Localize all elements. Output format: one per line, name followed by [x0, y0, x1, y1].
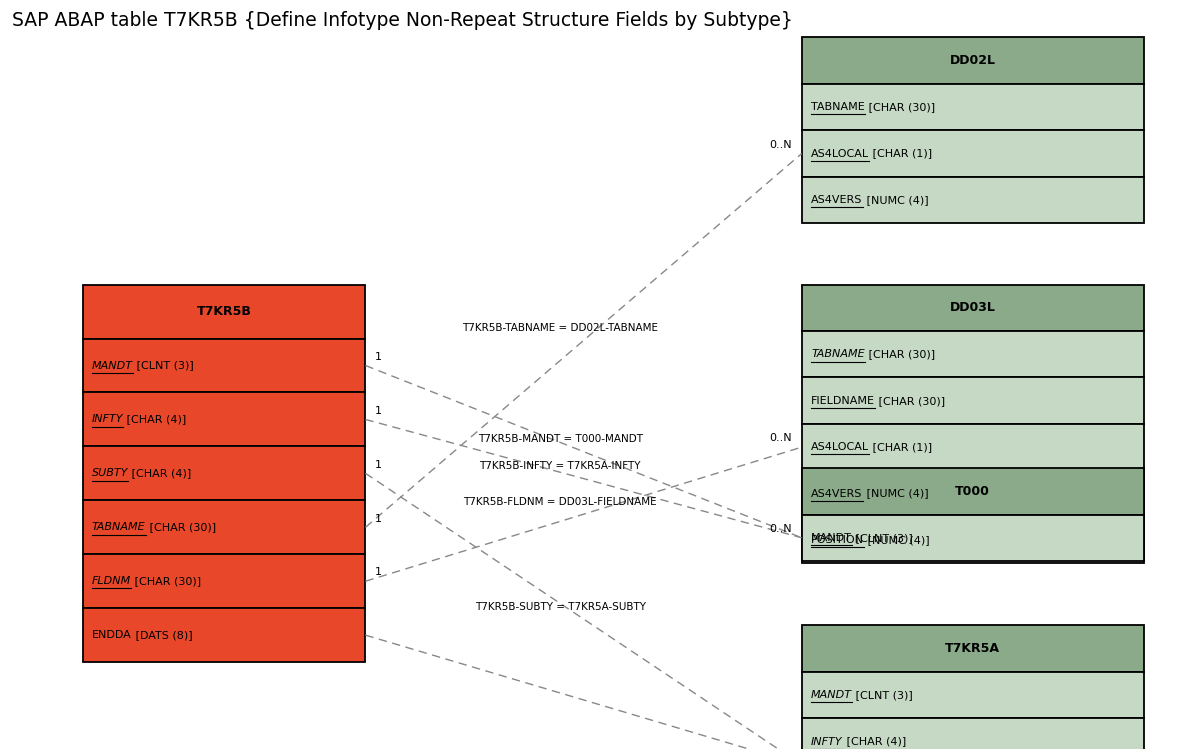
FancyBboxPatch shape: [802, 470, 1144, 517]
Text: [CLNT (3)]: [CLNT (3)]: [852, 533, 913, 543]
Text: ENDDA: ENDDA: [92, 630, 132, 640]
Text: [CHAR (30)]: [CHAR (30)]: [131, 576, 202, 586]
Text: AS4VERS: AS4VERS: [811, 195, 863, 205]
Text: TABNAME: TABNAME: [811, 102, 865, 112]
Text: T7KR5B: T7KR5B: [197, 305, 251, 318]
FancyBboxPatch shape: [83, 392, 365, 446]
Text: [NUMC (4)]: [NUMC (4)]: [864, 535, 930, 545]
Text: [CHAR (1)]: [CHAR (1)]: [869, 442, 933, 452]
FancyBboxPatch shape: [802, 718, 1144, 749]
Text: 1: 1: [375, 568, 382, 577]
Text: [CHAR (4)]: [CHAR (4)]: [129, 468, 191, 479]
Text: 1: 1: [375, 352, 382, 362]
FancyBboxPatch shape: [83, 285, 365, 339]
Text: FLDNM: FLDNM: [92, 576, 131, 586]
Text: MANDT: MANDT: [92, 360, 133, 371]
FancyBboxPatch shape: [802, 424, 1144, 470]
FancyBboxPatch shape: [802, 130, 1144, 177]
Text: AS4VERS: AS4VERS: [811, 488, 863, 499]
Text: T7KR5B-INFTY = T7KR5A-INFTY: T7KR5B-INFTY = T7KR5A-INFTY: [480, 461, 641, 471]
FancyBboxPatch shape: [83, 446, 365, 500]
Text: AS4LOCAL: AS4LOCAL: [811, 148, 869, 159]
Text: 1: 1: [375, 514, 382, 524]
Text: POSITION: POSITION: [811, 535, 864, 545]
Text: INFTY: INFTY: [811, 736, 843, 747]
Text: SUBTY: SUBTY: [92, 468, 129, 479]
Text: DD02L: DD02L: [949, 54, 996, 67]
Text: T7KR5B-FLDNM = DD03L-FIELDNAME: T7KR5B-FLDNM = DD03L-FIELDNAME: [463, 497, 657, 506]
Text: AS4LOCAL: AS4LOCAL: [811, 442, 869, 452]
FancyBboxPatch shape: [802, 672, 1144, 718]
Text: TABNAME: TABNAME: [811, 349, 864, 360]
Text: [CHAR (30)]: [CHAR (30)]: [865, 102, 935, 112]
Text: T7KR5B-TABNAME = DD02L-TABNAME: T7KR5B-TABNAME = DD02L-TABNAME: [462, 323, 658, 333]
Text: [CHAR (30)]: [CHAR (30)]: [145, 522, 216, 533]
Text: [CHAR (4)]: [CHAR (4)]: [124, 414, 186, 425]
Text: FIELDNAME: FIELDNAME: [811, 395, 875, 406]
Text: [CHAR (1)]: [CHAR (1)]: [869, 148, 933, 159]
Text: [CLNT (3)]: [CLNT (3)]: [852, 690, 913, 700]
Text: [CHAR (30)]: [CHAR (30)]: [875, 395, 946, 406]
Text: 0..N: 0..N: [770, 524, 792, 534]
Text: 0..N: 0..N: [770, 434, 792, 443]
Text: [DATS (8)]: [DATS (8)]: [132, 630, 192, 640]
Text: T7KR5B-SUBTY = T7KR5A-SUBTY: T7KR5B-SUBTY = T7KR5A-SUBTY: [475, 601, 646, 611]
FancyBboxPatch shape: [802, 517, 1144, 563]
FancyBboxPatch shape: [802, 468, 1144, 515]
Text: [NUMC (4)]: [NUMC (4)]: [863, 488, 928, 499]
Text: 0..N: 0..N: [770, 140, 792, 150]
Text: DD03L: DD03L: [950, 301, 995, 315]
Text: MANDT: MANDT: [811, 533, 852, 543]
FancyBboxPatch shape: [83, 554, 365, 608]
FancyBboxPatch shape: [83, 608, 365, 662]
FancyBboxPatch shape: [802, 177, 1144, 223]
Text: [NUMC (4)]: [NUMC (4)]: [863, 195, 928, 205]
Text: [CLNT (3)]: [CLNT (3)]: [133, 360, 193, 371]
Text: 1: 1: [375, 460, 382, 470]
FancyBboxPatch shape: [83, 500, 365, 554]
Text: 1: 1: [375, 406, 382, 416]
Text: [CHAR (4)]: [CHAR (4)]: [843, 736, 905, 747]
Text: INFTY: INFTY: [92, 414, 124, 425]
Text: MANDT: MANDT: [811, 690, 852, 700]
FancyBboxPatch shape: [802, 331, 1144, 377]
FancyBboxPatch shape: [802, 84, 1144, 130]
FancyBboxPatch shape: [802, 515, 1144, 561]
Text: [CHAR (30)]: [CHAR (30)]: [864, 349, 935, 360]
FancyBboxPatch shape: [802, 625, 1144, 672]
FancyBboxPatch shape: [802, 37, 1144, 84]
Text: T000: T000: [955, 485, 990, 498]
Text: T7KR5B-MANDT = T000-MANDT: T7KR5B-MANDT = T000-MANDT: [477, 434, 643, 444]
Text: T7KR5A: T7KR5A: [946, 642, 1000, 655]
Text: TABNAME: TABNAME: [92, 522, 145, 533]
FancyBboxPatch shape: [802, 377, 1144, 424]
Text: SAP ABAP table T7KR5B {Define Infotype Non-Repeat Structure Fields by Subtype}: SAP ABAP table T7KR5B {Define Infotype N…: [12, 11, 792, 30]
FancyBboxPatch shape: [802, 285, 1144, 331]
FancyBboxPatch shape: [83, 339, 365, 392]
